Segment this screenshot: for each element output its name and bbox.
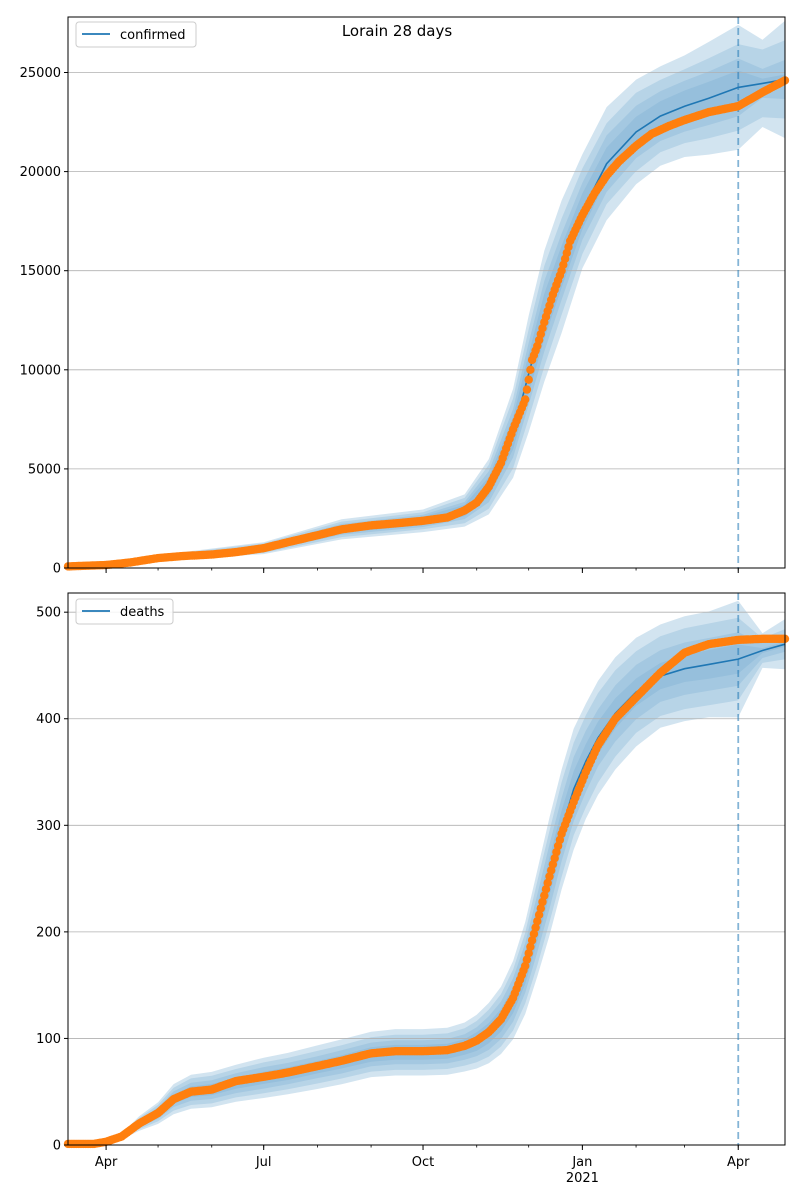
x-tick-label: Jul [255, 1155, 272, 1170]
confirmed-y-axis: 0 5000 10000 15000 20000 25000 [20, 66, 68, 577]
confirmed-x-axis [105, 568, 739, 573]
legend-label: deaths [120, 605, 165, 620]
deaths-band-level-2 [68, 632, 785, 1145]
panel-deaths: 0 100 200 300 400 500 Apr Jul Oct Jan Apr 2021 dea… [36, 592, 790, 1186]
legend-box [75, 21, 197, 48]
legend-box [75, 598, 174, 625]
figure-title: Lorain 28 days [342, 22, 453, 40]
y-tick-label: 10000 [20, 363, 61, 378]
deaths-observed-point [527, 936, 537, 945]
deaths-band-level-3 [68, 617, 785, 1145]
confirmed-band-level-4 [68, 20, 785, 567]
y-tick-label: 5000 [28, 462, 61, 477]
confirmed-uncertainty-bands [68, 20, 785, 567]
x-tick-label: Apr [727, 1155, 750, 1170]
deaths-y-axis: 0 100 200 300 400 500 [36, 606, 68, 1154]
x-year-label: 2021 [566, 1171, 599, 1186]
deaths-observed-points [63, 634, 790, 1149]
y-tick-label: 100 [36, 1032, 61, 1047]
panel-confirmed: 0 5000 10000 15000 20000 25000 confirmed [20, 16, 790, 577]
confirmed-observed-point [522, 385, 532, 394]
y-tick-label: 0 [53, 1139, 61, 1154]
x-tick-label: Apr [95, 1155, 118, 1170]
deaths-uncertainty-bands [68, 600, 785, 1145]
deaths-legend: deaths [75, 598, 174, 625]
y-tick-label: 20000 [20, 165, 61, 180]
confirmed-band-level-2 [68, 58, 785, 567]
deaths-observed-point [541, 885, 551, 894]
deaths-observed-point [529, 929, 539, 939]
deaths-observed-point [531, 923, 540, 932]
deaths-observed-point [538, 897, 547, 907]
deaths-observed-point [533, 917, 542, 926]
deaths-observed-point [526, 942, 535, 951]
legend-label: confirmed [120, 28, 186, 43]
deaths-observed-point [543, 878, 552, 888]
deaths-x-axis: Apr Jul Oct Jan Apr 2021 [95, 1145, 750, 1186]
x-tick-label: Jan [571, 1155, 592, 1170]
deaths-observed-point [536, 904, 545, 913]
confirmed-legend: confirmed [75, 21, 197, 48]
x-tick-label: Oct [412, 1155, 434, 1170]
confirmed-observed-point [521, 395, 530, 404]
confirmed-observed-point [526, 365, 535, 374]
y-tick-label: 0 [53, 562, 61, 577]
y-tick-label: 300 [36, 819, 61, 834]
y-tick-label: 500 [36, 606, 61, 621]
deaths-observed-point [522, 955, 532, 964]
y-tick-label: 25000 [20, 66, 61, 81]
y-tick-label: 15000 [20, 264, 61, 279]
y-tick-label: 400 [36, 712, 61, 727]
deaths-axes-frame [67, 592, 786, 1146]
deaths-observed-point [534, 910, 544, 919]
deaths-observed-point [521, 961, 530, 971]
y-tick-label: 200 [36, 925, 61, 940]
deaths-observed-point [524, 949, 533, 958]
confirmed-observed-points [63, 76, 790, 571]
confirmed-axes-frame [67, 16, 786, 569]
confirmed-observed-point [524, 375, 533, 384]
deaths-observed-point [540, 891, 549, 900]
